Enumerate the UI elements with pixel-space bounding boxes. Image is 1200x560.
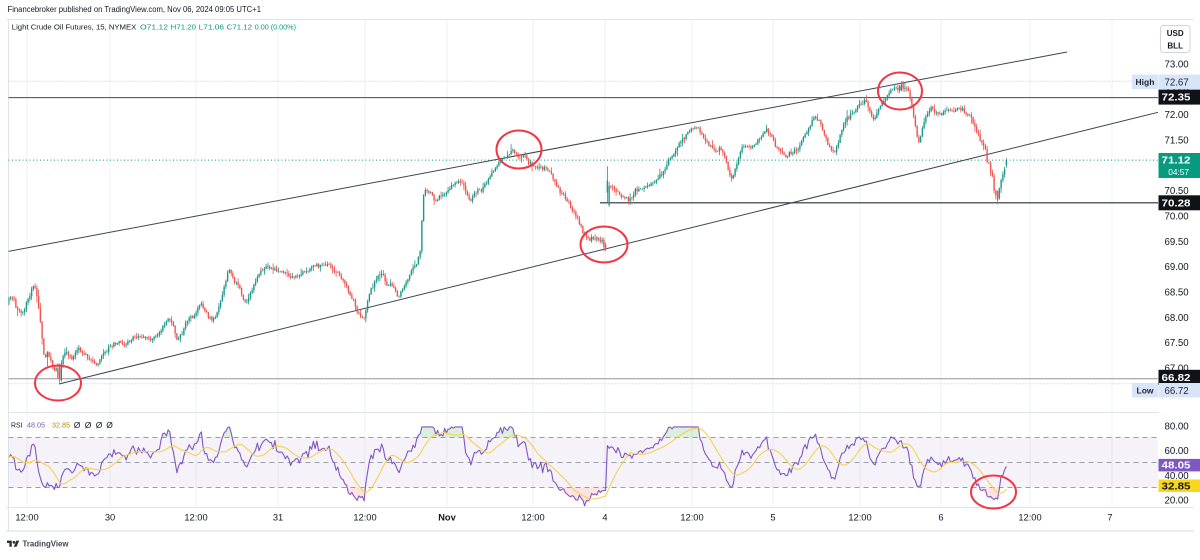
svg-text:BLL: BLL bbox=[1167, 41, 1183, 50]
svg-text:48.05: 48.05 bbox=[27, 421, 45, 430]
svg-text:31: 31 bbox=[273, 512, 283, 522]
svg-text:Financebroker published on Tra: Financebroker published on TradingView.c… bbox=[8, 5, 262, 14]
svg-text:60.00: 60.00 bbox=[1164, 446, 1189, 457]
svg-text:32.85: 32.85 bbox=[1162, 481, 1192, 492]
svg-text:Ø: Ø bbox=[106, 420, 113, 430]
svg-text:Nov: Nov bbox=[438, 512, 456, 522]
svg-text:H71.20: H71.20 bbox=[171, 23, 196, 32]
svg-text:72.35: 72.35 bbox=[1162, 93, 1192, 104]
svg-text:0.00 (0.00%): 0.00 (0.00%) bbox=[255, 23, 297, 32]
svg-text:68.50: 68.50 bbox=[1164, 288, 1189, 299]
svg-text:O71.12: O71.12 bbox=[140, 23, 168, 32]
svg-text:L71.06: L71.06 bbox=[199, 23, 224, 32]
svg-text:80.00: 80.00 bbox=[1164, 421, 1189, 432]
svg-text:Ø: Ø bbox=[74, 420, 81, 430]
svg-text:12:00: 12:00 bbox=[848, 512, 871, 522]
svg-text:Light Crude Oil Futures, 15, N: Light Crude Oil Futures, 15, NYMEX bbox=[12, 23, 137, 32]
svg-text:Ø: Ø bbox=[96, 420, 103, 430]
svg-text:72.00: 72.00 bbox=[1164, 110, 1189, 121]
svg-text:12:00: 12:00 bbox=[521, 512, 544, 522]
svg-text:12:00: 12:00 bbox=[15, 512, 38, 522]
svg-text:20.00: 20.00 bbox=[1164, 496, 1189, 507]
svg-text:71.12: 71.12 bbox=[1162, 156, 1191, 167]
svg-text:TradingView: TradingView bbox=[23, 539, 70, 548]
svg-text:04:57: 04:57 bbox=[1168, 167, 1189, 177]
svg-text:7: 7 bbox=[1107, 512, 1112, 522]
svg-text:66.72: 66.72 bbox=[1164, 386, 1188, 397]
svg-text:12:00: 12:00 bbox=[680, 512, 703, 522]
svg-text:69.50: 69.50 bbox=[1164, 237, 1189, 248]
svg-text:32.85: 32.85 bbox=[52, 421, 70, 430]
svg-text:RSI: RSI bbox=[11, 421, 23, 430]
svg-text:69.00: 69.00 bbox=[1164, 262, 1189, 273]
svg-text:30: 30 bbox=[105, 512, 115, 522]
svg-text:70.00: 70.00 bbox=[1164, 212, 1189, 223]
svg-text:71.50: 71.50 bbox=[1164, 136, 1189, 147]
svg-text:Low: Low bbox=[1137, 386, 1154, 396]
svg-text:C71.12: C71.12 bbox=[227, 23, 252, 32]
svg-text:12:00: 12:00 bbox=[353, 512, 376, 522]
svg-text:USD: USD bbox=[1167, 29, 1184, 38]
svg-text:High: High bbox=[1136, 77, 1155, 87]
svg-text:4: 4 bbox=[602, 512, 607, 522]
svg-text:72.67: 72.67 bbox=[1164, 77, 1188, 88]
svg-text:6: 6 bbox=[938, 512, 943, 522]
svg-text:12:00: 12:00 bbox=[184, 512, 207, 522]
svg-text:73.00: 73.00 bbox=[1164, 60, 1189, 71]
svg-text:48.05: 48.05 bbox=[1162, 461, 1192, 472]
svg-text:12:00: 12:00 bbox=[1018, 512, 1041, 522]
svg-text:5: 5 bbox=[770, 512, 775, 522]
svg-text:Ø: Ø bbox=[85, 420, 92, 430]
svg-text:70.28: 70.28 bbox=[1162, 198, 1192, 209]
svg-text:67.50: 67.50 bbox=[1164, 338, 1189, 349]
svg-text:66.82: 66.82 bbox=[1162, 373, 1191, 384]
svg-text:68.00: 68.00 bbox=[1164, 313, 1189, 324]
